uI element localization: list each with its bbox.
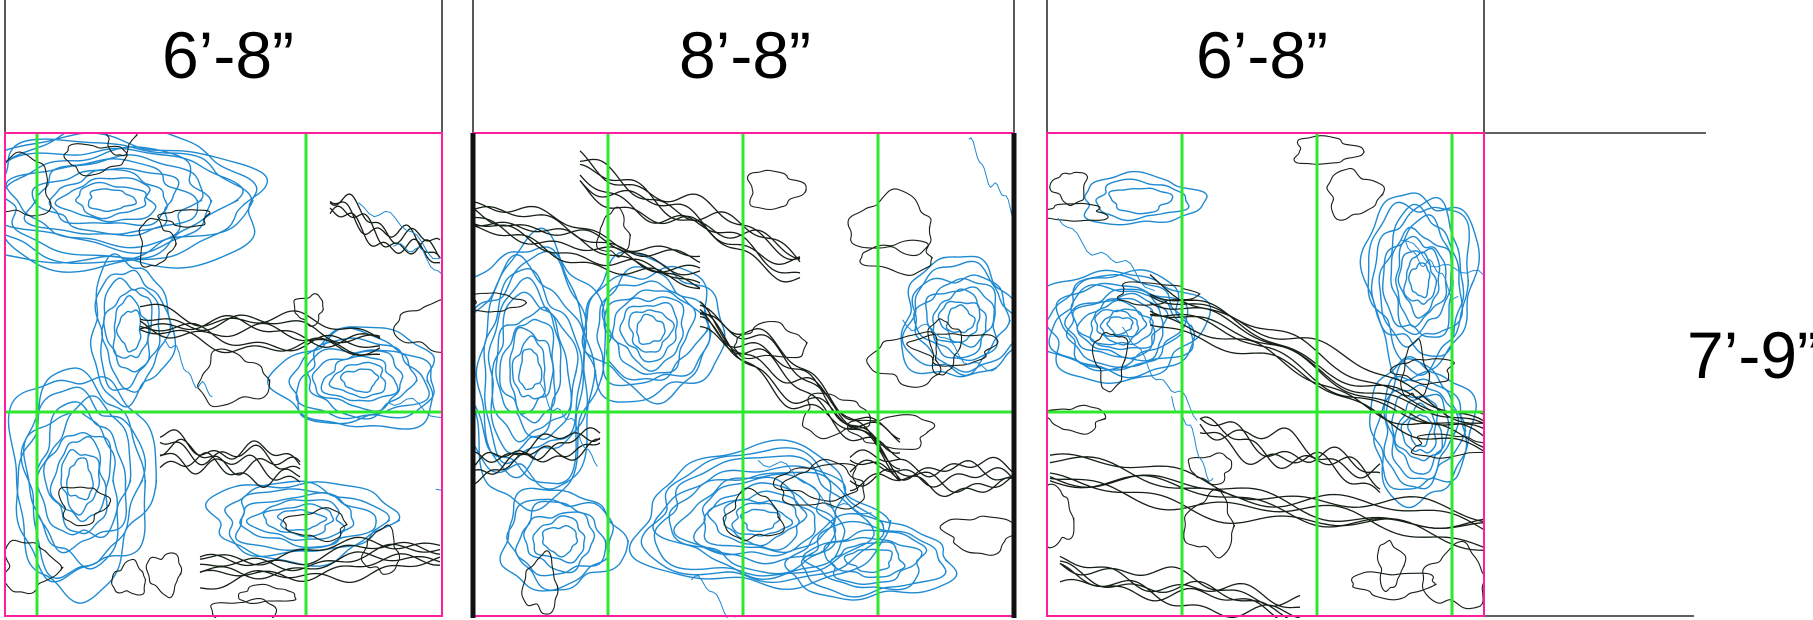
- panel-3-frame: [1046, 132, 1485, 617]
- map-panel-3: [1047, 135, 1484, 618]
- height-label: 7’-9”: [1687, 318, 1813, 392]
- panel-1-contours: [5, 133, 442, 618]
- panel-2-width-label: 8’-8”: [679, 18, 811, 92]
- panel-3-contours: [1047, 135, 1484, 618]
- panel-2-side-edges: [470, 133, 1017, 618]
- tile-grid: [5, 133, 1484, 616]
- panel-1-width-label: 6’-8”: [162, 18, 294, 92]
- map-panel-2: [473, 136, 1014, 618]
- panel-2-contours: [473, 136, 1014, 618]
- panel-3-width-label: 6’-8”: [1196, 18, 1328, 92]
- map-panel-1: [5, 133, 442, 618]
- panel-1-frame: [4, 132, 443, 617]
